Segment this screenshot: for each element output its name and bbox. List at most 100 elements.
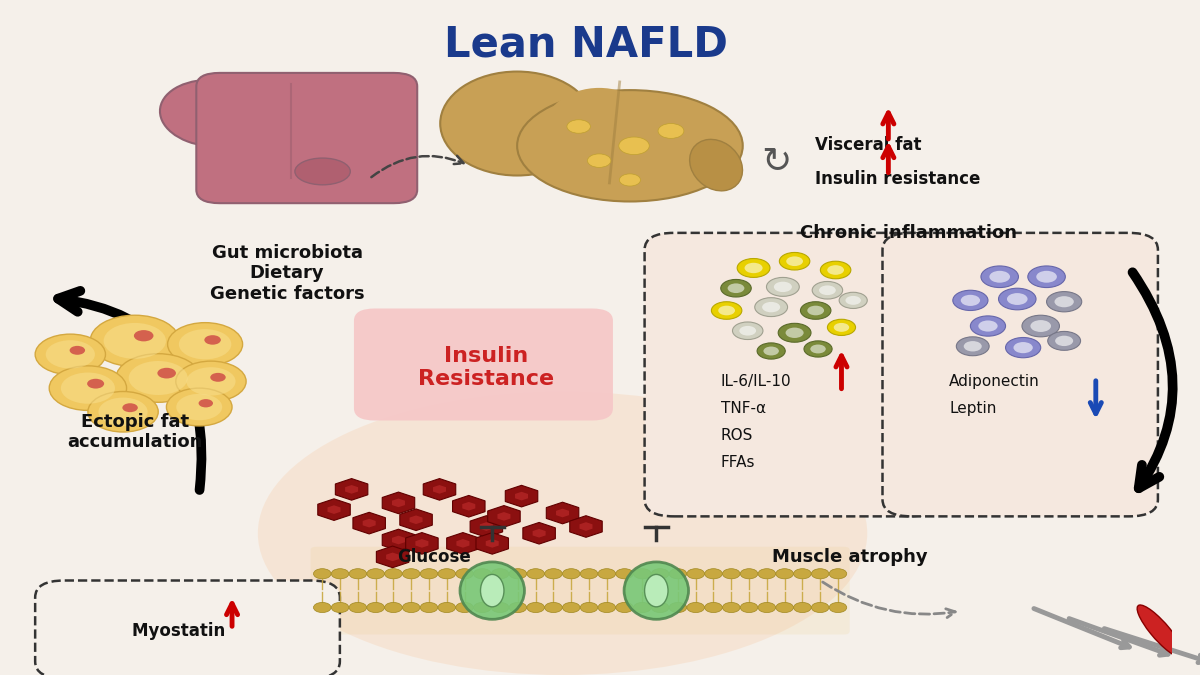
Circle shape — [1031, 320, 1051, 332]
Circle shape — [509, 602, 527, 613]
Polygon shape — [462, 502, 475, 510]
Circle shape — [812, 281, 842, 299]
Circle shape — [46, 340, 95, 369]
Polygon shape — [487, 506, 520, 527]
Circle shape — [456, 602, 473, 613]
Polygon shape — [383, 529, 415, 551]
Circle shape — [686, 602, 704, 613]
Ellipse shape — [542, 88, 655, 177]
Circle shape — [762, 302, 780, 313]
Circle shape — [367, 602, 384, 613]
Circle shape — [545, 568, 563, 579]
Circle shape — [509, 568, 527, 579]
Polygon shape — [452, 495, 485, 517]
Circle shape — [616, 602, 634, 613]
Polygon shape — [335, 479, 368, 500]
Circle shape — [740, 602, 758, 613]
Polygon shape — [580, 522, 593, 531]
Circle shape — [168, 323, 242, 366]
Polygon shape — [433, 485, 446, 493]
Ellipse shape — [460, 562, 524, 620]
Circle shape — [204, 335, 221, 345]
Polygon shape — [392, 536, 404, 544]
Circle shape — [779, 252, 810, 270]
Text: Insulin resistance: Insulin resistance — [815, 170, 985, 188]
Circle shape — [198, 399, 214, 408]
Circle shape — [804, 341, 832, 357]
Ellipse shape — [160, 80, 264, 146]
Circle shape — [588, 154, 611, 167]
Polygon shape — [498, 512, 510, 520]
Circle shape — [619, 137, 649, 155]
Circle shape — [438, 568, 456, 579]
Circle shape — [313, 568, 331, 579]
Circle shape — [793, 602, 811, 613]
Circle shape — [103, 323, 166, 359]
Circle shape — [35, 334, 106, 375]
Circle shape — [420, 602, 438, 613]
Circle shape — [88, 379, 104, 389]
Circle shape — [758, 602, 775, 613]
Circle shape — [971, 316, 1006, 336]
Circle shape — [176, 394, 222, 421]
Circle shape — [175, 361, 246, 402]
Circle shape — [349, 568, 367, 579]
Ellipse shape — [258, 392, 868, 675]
Circle shape — [527, 602, 545, 613]
Polygon shape — [486, 539, 499, 547]
Circle shape — [1046, 292, 1081, 312]
Circle shape — [829, 602, 847, 613]
Circle shape — [88, 392, 158, 432]
Polygon shape — [546, 502, 578, 524]
FancyBboxPatch shape — [311, 547, 850, 634]
Circle shape — [402, 602, 420, 613]
Ellipse shape — [228, 101, 307, 156]
Circle shape — [808, 306, 824, 315]
FancyBboxPatch shape — [35, 580, 340, 675]
Circle shape — [739, 326, 756, 335]
Text: FFAs: FFAs — [721, 455, 755, 470]
Ellipse shape — [644, 574, 668, 607]
Polygon shape — [515, 492, 528, 500]
Ellipse shape — [480, 574, 504, 607]
Ellipse shape — [624, 562, 689, 620]
Circle shape — [98, 398, 148, 426]
Polygon shape — [318, 499, 350, 520]
Circle shape — [563, 568, 580, 579]
Circle shape — [989, 271, 1010, 283]
Circle shape — [634, 602, 652, 613]
Circle shape — [719, 306, 736, 315]
Circle shape — [1055, 296, 1074, 307]
Circle shape — [619, 174, 641, 186]
Circle shape — [732, 322, 763, 340]
Circle shape — [786, 256, 803, 266]
Text: Gut microbiota
Dietary
Genetic factors: Gut microbiota Dietary Genetic factors — [210, 244, 365, 303]
Circle shape — [767, 277, 799, 296]
Polygon shape — [362, 519, 376, 527]
Circle shape — [167, 388, 232, 426]
Circle shape — [527, 568, 545, 579]
Circle shape — [491, 568, 509, 579]
Circle shape — [1055, 335, 1073, 346]
Circle shape — [704, 602, 722, 613]
Circle shape — [811, 568, 829, 579]
Circle shape — [964, 341, 982, 352]
Polygon shape — [505, 485, 538, 507]
Circle shape — [1022, 315, 1060, 337]
Circle shape — [758, 568, 775, 579]
Circle shape — [834, 323, 850, 332]
Polygon shape — [470, 516, 503, 537]
Polygon shape — [424, 479, 456, 500]
Circle shape — [961, 295, 980, 306]
Circle shape — [829, 568, 847, 579]
Circle shape — [402, 568, 420, 579]
Text: Insulin
Resistance: Insulin Resistance — [419, 346, 554, 389]
Circle shape — [134, 330, 154, 342]
Polygon shape — [476, 533, 509, 554]
Circle shape — [686, 568, 704, 579]
Circle shape — [116, 354, 200, 402]
Circle shape — [786, 327, 804, 338]
Circle shape — [744, 263, 763, 273]
Polygon shape — [415, 539, 428, 547]
Circle shape — [420, 568, 438, 579]
